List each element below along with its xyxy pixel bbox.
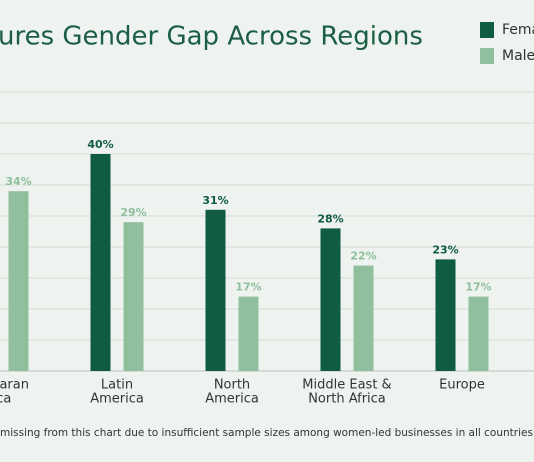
- x-tick-label: Europe: [439, 378, 485, 393]
- bar: [435, 259, 456, 371]
- value-label: 34%: [5, 175, 31, 188]
- bar: [205, 209, 226, 371]
- legend-swatch: [480, 22, 494, 38]
- bar: [353, 265, 374, 371]
- bar: [468, 296, 489, 371]
- bar: [238, 296, 259, 371]
- x-tick-label: haharan: [0, 378, 29, 393]
- legend-swatch: [480, 48, 494, 64]
- x-tick-label: North Africa: [308, 392, 386, 407]
- value-label: 28%: [317, 212, 343, 225]
- value-label: 31%: [202, 194, 228, 207]
- value-label: 22%: [350, 250, 376, 263]
- bar: [8, 191, 29, 371]
- bar: [123, 222, 144, 371]
- x-tick-label: North: [214, 378, 250, 393]
- value-label: 17%: [235, 281, 261, 294]
- bar: [90, 154, 111, 371]
- x-tick-label: Latin: [101, 378, 133, 393]
- value-label: 23%: [432, 243, 458, 256]
- legend-label: Male: [502, 48, 534, 64]
- chart-title: ures Gender Gap Across Regions: [0, 22, 423, 52]
- x-tick-label: Middle East &: [302, 378, 391, 393]
- x-tick-label: America: [205, 392, 259, 407]
- bar: [320, 228, 341, 371]
- value-label: 17%: [465, 281, 491, 294]
- legend-label: Fema: [502, 22, 534, 38]
- x-tick-label: America: [90, 392, 144, 407]
- footnote: missing from this chart due to insuffici…: [0, 427, 534, 439]
- value-label: 29%: [120, 206, 146, 219]
- value-label: 40%: [87, 138, 113, 151]
- x-tick-label: ica: [0, 392, 11, 407]
